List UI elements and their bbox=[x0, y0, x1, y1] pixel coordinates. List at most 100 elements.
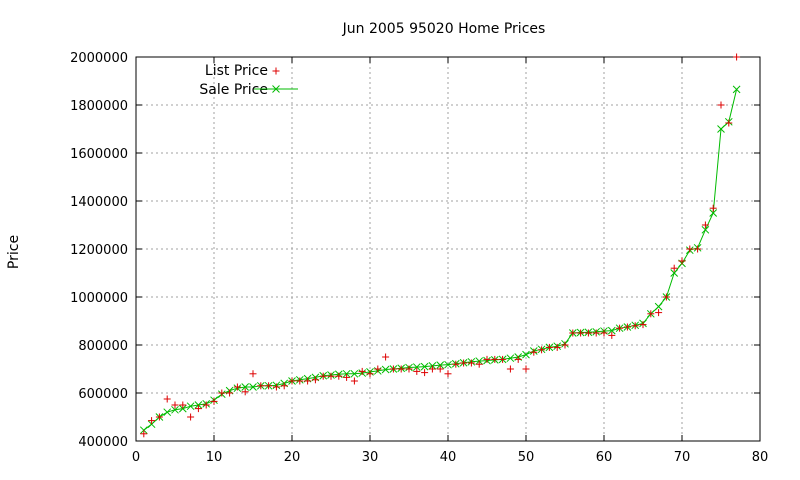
list-price-point bbox=[428, 365, 436, 373]
list-price-point bbox=[366, 370, 374, 378]
sale-price-point bbox=[709, 209, 718, 217]
legend-marker-list-price bbox=[272, 67, 280, 75]
list-price-point bbox=[647, 310, 655, 318]
legend-marks bbox=[254, 67, 298, 93]
list-price-point bbox=[405, 365, 413, 373]
list-price-point bbox=[421, 369, 429, 377]
list-price-point bbox=[358, 367, 366, 375]
list-price-point bbox=[397, 365, 405, 373]
list-price-point bbox=[717, 101, 725, 109]
y-tick-label: 1400000 bbox=[70, 195, 128, 210]
sale-price-point bbox=[241, 383, 250, 391]
list-price-point bbox=[241, 388, 249, 396]
list-price-point bbox=[725, 119, 733, 127]
list-price-point bbox=[733, 53, 741, 61]
sale-price-point bbox=[717, 125, 725, 133]
x-tick-label: 80 bbox=[752, 450, 769, 465]
legend-label-list-price: List Price bbox=[205, 63, 268, 79]
axis-ticks: 0 10 20 30 40 50 60 70 80 400000 600000 800000 10000… bbox=[70, 51, 768, 465]
list-price-point bbox=[592, 329, 600, 337]
list-price-point bbox=[327, 372, 335, 380]
grid-lines bbox=[136, 57, 760, 441]
list-price-point bbox=[343, 373, 351, 381]
sale-price-point bbox=[701, 225, 710, 234]
list-price-point bbox=[311, 376, 319, 384]
list-price-point bbox=[522, 365, 530, 373]
list-price-point bbox=[436, 365, 444, 373]
sale-price-point bbox=[412, 363, 421, 371]
list-price-point bbox=[280, 382, 288, 390]
sale-price-point bbox=[147, 420, 156, 429]
list-price-point bbox=[389, 365, 397, 373]
list-price-point bbox=[561, 341, 569, 349]
legend-label-sale-price: Sale Price bbox=[199, 82, 268, 98]
list-price-point bbox=[569, 329, 577, 337]
list-price-point bbox=[233, 383, 241, 391]
list-price-point bbox=[467, 359, 475, 367]
y-tick-label: 800000 bbox=[78, 339, 128, 354]
list-price-point bbox=[444, 370, 452, 378]
list-price-point bbox=[187, 413, 195, 421]
x-tick-label: 30 bbox=[362, 450, 379, 465]
sale-price-point bbox=[506, 354, 515, 363]
list-price-point bbox=[382, 353, 390, 361]
x-tick-label: 0 bbox=[132, 450, 140, 465]
list-price-point bbox=[288, 377, 296, 385]
list-price-point bbox=[218, 389, 226, 397]
list-price-point bbox=[701, 221, 709, 229]
list-price-point bbox=[210, 397, 218, 405]
list-price-point bbox=[319, 372, 327, 380]
list-price-point bbox=[709, 204, 717, 212]
list-price-point bbox=[631, 322, 639, 330]
legend: List Price Sale Price bbox=[199, 63, 298, 98]
list-price-point bbox=[249, 370, 257, 378]
list-price-point bbox=[335, 372, 343, 380]
list-price-point bbox=[452, 360, 460, 368]
list-price-point bbox=[475, 360, 483, 368]
list-price-point bbox=[538, 346, 546, 354]
list-price-point bbox=[530, 348, 538, 356]
list-price-point bbox=[202, 401, 210, 409]
sale-price-point bbox=[342, 369, 351, 378]
y-tick-label: 1200000 bbox=[70, 243, 128, 258]
sale-price-point bbox=[178, 404, 187, 413]
list-price-point bbox=[304, 377, 312, 385]
list-price-point bbox=[194, 405, 202, 413]
list-price-point bbox=[374, 365, 382, 373]
x-tick-label: 40 bbox=[440, 450, 457, 465]
list-price-point bbox=[514, 355, 522, 363]
sale-price-point bbox=[171, 405, 179, 414]
list-price-point bbox=[265, 382, 273, 390]
sale-price-point bbox=[249, 383, 257, 391]
sale-price-point bbox=[522, 350, 530, 359]
sale-price-point bbox=[607, 326, 616, 335]
x-tick-label: 10 bbox=[206, 450, 223, 465]
sale-price-point bbox=[194, 401, 203, 409]
list-price-point bbox=[171, 401, 179, 409]
chart-title: Jun 2005 95020 Home Prices bbox=[342, 21, 546, 37]
y-tick-label: 1800000 bbox=[70, 99, 128, 114]
sale-price-point bbox=[163, 408, 172, 417]
list-price-point bbox=[272, 383, 280, 391]
list-price-point bbox=[140, 430, 148, 438]
list-price-point bbox=[553, 343, 561, 351]
list-price-point bbox=[623, 323, 631, 331]
list-price-point bbox=[499, 355, 507, 363]
y-tick-label: 1000000 bbox=[70, 291, 128, 306]
list-price-point bbox=[226, 389, 234, 397]
list-price-point bbox=[413, 367, 421, 375]
list-price-point bbox=[506, 365, 514, 373]
list-price-point bbox=[577, 329, 585, 337]
list-price-point bbox=[296, 377, 304, 385]
sale-price-point bbox=[444, 360, 452, 369]
sale-price-point bbox=[350, 369, 359, 378]
list-price-point bbox=[163, 395, 171, 403]
list-price-point bbox=[655, 309, 663, 317]
list-price-point bbox=[678, 257, 686, 265]
y-tick-label: 2000000 bbox=[70, 51, 128, 66]
list-price-point bbox=[686, 245, 694, 253]
list-price-point bbox=[257, 382, 265, 390]
sale-price-point bbox=[186, 402, 195, 411]
sale-price-point bbox=[139, 426, 148, 435]
